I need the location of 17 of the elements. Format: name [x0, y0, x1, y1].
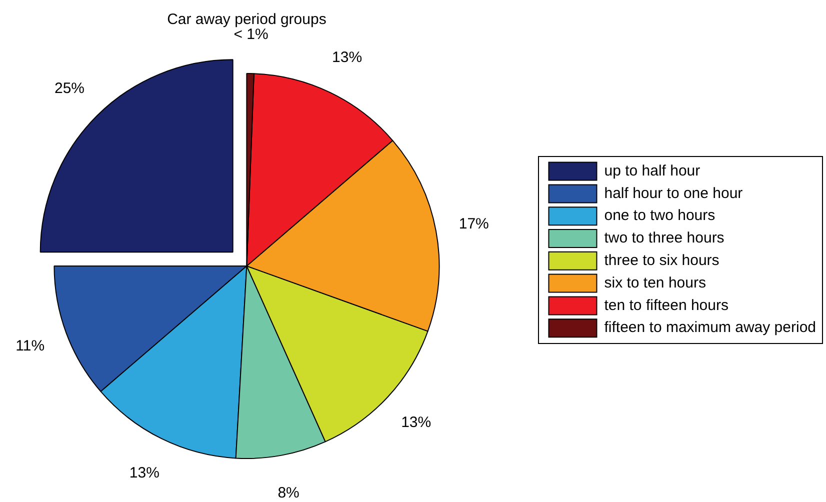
- legend-label: ten to fifteen hours: [604, 296, 728, 314]
- legend-label: one to two hours: [604, 207, 716, 224]
- data-label: 11%: [16, 337, 45, 354]
- legend-label: three to six hours: [604, 252, 720, 270]
- legend-label: two to three hours: [604, 230, 724, 247]
- data-label: 13%: [129, 464, 160, 482]
- legend-label: up to half hour: [604, 162, 700, 180]
- data-label: 25%: [54, 80, 85, 97]
- legend-label: six to ten hours: [604, 274, 706, 292]
- data-label: 13%: [332, 49, 362, 66]
- legend-label: half hour to one hour: [604, 184, 743, 202]
- data-label: 17%: [458, 215, 489, 232]
- data-label: < 1%: [234, 26, 268, 44]
- data-label: 8%: [278, 484, 300, 502]
- legend-label: fifteen to maximum away period: [604, 319, 816, 336]
- data-label: 13%: [401, 414, 432, 432]
- chart-title: Car away period groups: [167, 11, 326, 28]
